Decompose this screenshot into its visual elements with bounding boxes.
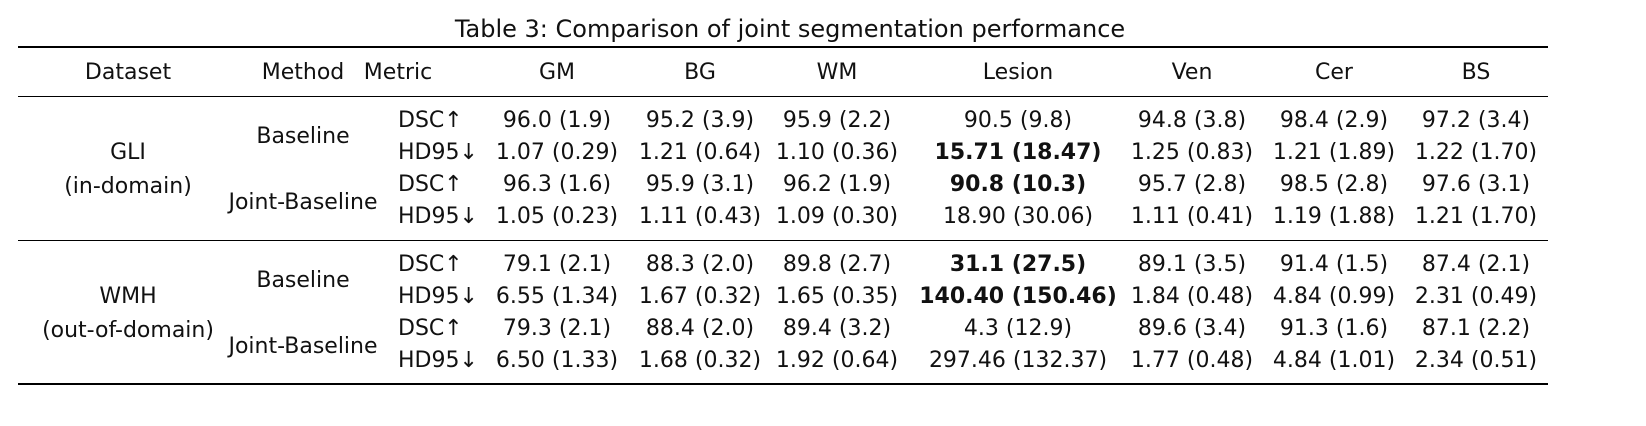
method-label: Joint-Baseline [228, 190, 378, 215]
top-rule [18, 46, 1548, 48]
value-cell: 140.40 (150.46) [919, 284, 1117, 309]
value-cell: 91.4 (1.5) [1279, 252, 1389, 277]
header-cell: Method [261, 60, 345, 85]
value-cell: 89.4 (3.2) [782, 316, 892, 341]
value-cell: 4.3 (12.9) [963, 316, 1073, 341]
metric-label: HD95↓ [398, 140, 478, 165]
value-cell: 1.77 (0.48) [1130, 348, 1254, 373]
metric-label: DSC↑ [398, 172, 463, 197]
value-cell: 1.65 (0.35) [775, 284, 899, 309]
header-cell: Cer [1315, 60, 1353, 85]
metric-label: DSC↑ [398, 108, 463, 133]
value-cell: 1.10 (0.36) [775, 140, 899, 165]
value-cell: 1.21 (1.70) [1414, 204, 1538, 229]
method-label: Baseline [256, 268, 350, 293]
value-cell: 88.3 (2.0) [645, 252, 755, 277]
header-cell: GM [538, 60, 576, 85]
dataset-label: WMH [99, 284, 157, 309]
value-cell: 6.50 (1.33) [495, 348, 619, 373]
value-cell: 89.6 (3.4) [1137, 316, 1247, 341]
dataset-label: (in-domain) [64, 174, 192, 199]
metric-label: DSC↑ [398, 316, 463, 341]
value-cell: 90.8 (10.3) [949, 172, 1087, 197]
method-label: Joint-Baseline [228, 334, 378, 359]
value-cell: 89.8 (2.7) [782, 252, 892, 277]
header-cell: Lesion [982, 60, 1054, 85]
value-cell: 96.2 (1.9) [782, 172, 892, 197]
value-cell: 2.34 (0.51) [1414, 348, 1538, 373]
value-cell: 79.1 (2.1) [502, 252, 612, 277]
value-cell: 4.84 (1.01) [1272, 348, 1396, 373]
value-cell: 1.05 (0.23) [495, 204, 619, 229]
value-cell: 95.9 (3.1) [645, 172, 755, 197]
header-cell: Ven [1171, 60, 1213, 85]
value-cell: 1.84 (0.48) [1130, 284, 1254, 309]
value-cell: 1.68 (0.32) [638, 348, 762, 373]
value-cell: 1.11 (0.43) [638, 204, 762, 229]
value-cell: 96.3 (1.6) [502, 172, 612, 197]
value-cell: 2.31 (0.49) [1414, 284, 1538, 309]
value-cell: 1.09 (0.30) [775, 204, 899, 229]
value-cell: 6.55 (1.34) [495, 284, 619, 309]
value-cell: 96.0 (1.9) [502, 108, 612, 133]
value-cell: 1.25 (0.83) [1130, 140, 1254, 165]
value-cell: 98.4 (2.9) [1279, 108, 1389, 133]
method-label: Baseline [256, 124, 350, 149]
value-cell: 31.1 (27.5) [949, 252, 1087, 277]
value-cell: 18.90 (30.06) [942, 204, 1094, 229]
value-cell: 90.5 (9.8) [963, 108, 1073, 133]
dataset-label: (out-of-domain) [42, 318, 214, 343]
value-cell: 97.2 (3.4) [1421, 108, 1531, 133]
value-cell: 91.3 (1.6) [1279, 316, 1389, 341]
metric-label: DSC↑ [398, 252, 463, 277]
caption: Table 3: Comparison of joint segmentatio… [454, 15, 1126, 43]
value-cell: 95.2 (3.9) [645, 108, 755, 133]
header-cell: BG [684, 60, 716, 85]
value-cell: 87.4 (2.1) [1421, 252, 1531, 277]
value-cell: 297.46 (132.37) [928, 348, 1108, 373]
value-cell: 1.21 (1.89) [1272, 140, 1396, 165]
value-cell: 89.1 (3.5) [1137, 252, 1247, 277]
value-cell: 1.11 (0.41) [1130, 204, 1254, 229]
metric-label: HD95↓ [398, 284, 478, 309]
value-cell: 1.19 (1.88) [1272, 204, 1396, 229]
value-cell: 4.84 (0.99) [1272, 284, 1396, 309]
value-cell: 1.22 (1.70) [1414, 140, 1538, 165]
value-cell: 98.5 (2.8) [1279, 172, 1389, 197]
value-cell: 79.3 (2.1) [502, 316, 612, 341]
value-cell: 97.6 (3.1) [1421, 172, 1531, 197]
value-cell: 1.07 (0.29) [495, 140, 619, 165]
value-cell: 1.21 (0.64) [638, 140, 762, 165]
value-cell: 88.4 (2.0) [645, 316, 755, 341]
value-cell: 94.8 (3.8) [1137, 108, 1247, 133]
header-rule [18, 96, 1548, 97]
header-cell: WM [816, 60, 858, 85]
bottom-rule [18, 383, 1548, 385]
value-cell: 87.1 (2.2) [1421, 316, 1531, 341]
metric-label: HD95↓ [398, 204, 478, 229]
value-cell: 15.71 (18.47) [934, 140, 1102, 165]
metric-label: HD95↓ [398, 348, 478, 373]
value-cell: 95.9 (2.2) [782, 108, 892, 133]
value-cell: 1.67 (0.32) [638, 284, 762, 309]
header-cell: Metric [363, 60, 433, 85]
group-rule [18, 240, 1548, 241]
value-cell: 95.7 (2.8) [1137, 172, 1247, 197]
value-cell: 1.92 (0.64) [775, 348, 899, 373]
header-cell: BS [1461, 60, 1491, 85]
header-cell: Dataset [84, 60, 172, 85]
dataset-label: GLI [110, 140, 146, 165]
